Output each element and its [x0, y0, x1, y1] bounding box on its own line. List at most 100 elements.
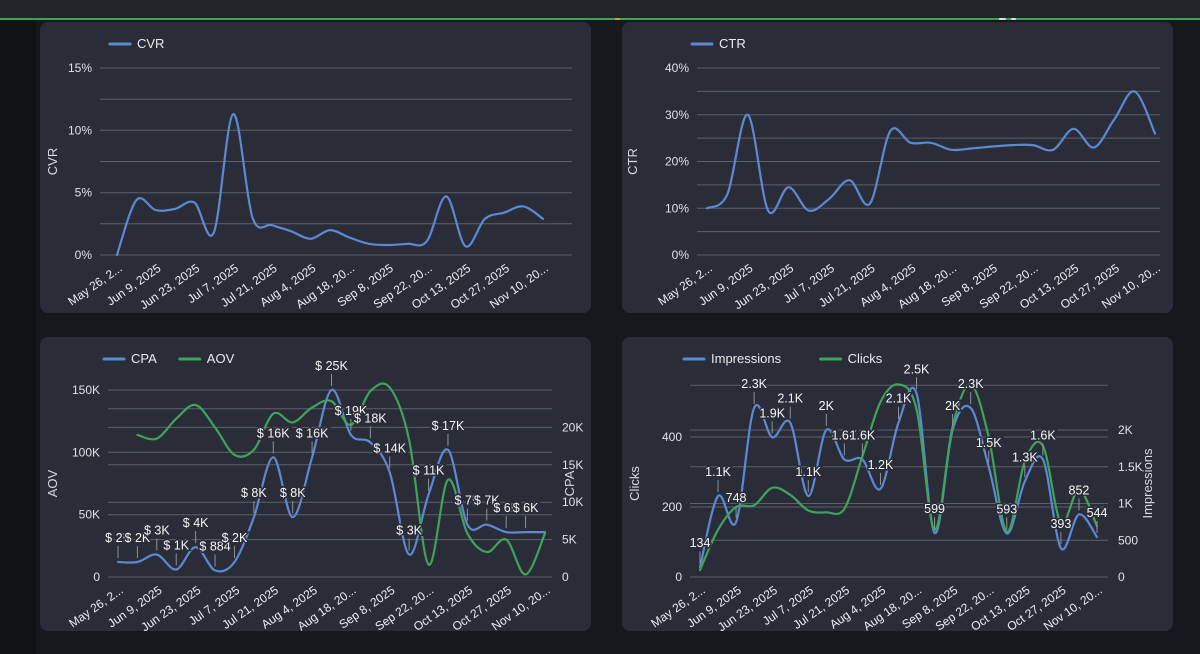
data-label: $ 11K: [413, 464, 445, 478]
data-label: 2.1K: [777, 392, 803, 406]
left-axis-tick: 10%: [68, 123, 92, 137]
data-label: $ 16K: [296, 426, 329, 440]
gridlines: [697, 67, 1160, 256]
legend-label: AOV: [207, 351, 235, 366]
data-label: 1.1K: [795, 465, 821, 479]
accent-line-speck: [999, 18, 1006, 20]
right-axis-tick: 0: [1118, 570, 1125, 584]
legend-item-cpa[interactable]: CPA: [102, 351, 157, 366]
cpa-aov-panel: 0 50K 100K 150K 0 5K 10K 15K 20K AOV CPA May 26, 2.…: [40, 337, 591, 631]
data-label: $ 7K: [474, 494, 500, 508]
data-label: 2K: [819, 399, 835, 413]
legend-label: Clicks: [848, 351, 883, 366]
data-label: 1.6K: [832, 428, 858, 442]
data-label: $ 6K: [493, 501, 519, 515]
legend-label: CPA: [131, 351, 157, 366]
data-label: $ 884: [199, 539, 230, 553]
accent-line-speck: [615, 18, 620, 20]
left-axis-tick: 0: [93, 570, 100, 584]
cpa-line[interactable]: [116, 388, 547, 573]
data-label: $ 19K: [335, 404, 368, 418]
legend-label: CTR: [719, 36, 746, 51]
legend-item-aov[interactable]: AOV: [178, 351, 235, 366]
data-label: 393: [1050, 517, 1071, 531]
left-edge-strip: [0, 20, 36, 654]
data-label: 2.3K: [958, 377, 984, 391]
cvr-panel: 0% 5% 10% 15% CVR May 26, 2... Jun 9, 2025 Jun …: [40, 22, 591, 313]
clicks-line[interactable]: [698, 383, 1099, 572]
impressions-line[interactable]: [698, 386, 1099, 569]
left-axis-tick: 0: [675, 570, 682, 584]
data-label: $ 3K: [144, 524, 170, 538]
right-axis-tick: 0: [562, 570, 569, 584]
data-label: 2.5K: [904, 362, 930, 376]
right-axis-tick: 1.5K: [1118, 460, 1143, 474]
left-axis-title: CVR: [45, 148, 60, 175]
data-label: $ 16K: [257, 426, 290, 440]
left-axis-tick: 50K: [79, 508, 100, 522]
right-axis-tick: 1K: [1118, 497, 1133, 511]
ctr-line[interactable]: [705, 90, 1157, 215]
right-axis-tick: 500: [1118, 533, 1138, 547]
data-label: $ 4K: [183, 516, 209, 530]
legend-item-impressions[interactable]: Impressions: [682, 351, 782, 366]
data-label: 852: [1069, 483, 1090, 497]
left-axis-tick: 100K: [72, 445, 100, 459]
data-label: 544: [1087, 506, 1108, 520]
accent-line-speck: [1011, 18, 1016, 20]
left-axis-title: CTR: [625, 148, 640, 175]
left-axis-tick: 0%: [672, 248, 690, 262]
impr-clicks-panel: 0 200 400 0 500 1K 1.5K 2K Clicks Impressions May …: [622, 337, 1173, 631]
left-axis-tick: 10%: [665, 201, 689, 215]
right-axis-title: CPA: [562, 470, 577, 496]
data-label: 748: [726, 491, 747, 505]
left-axis-title: AOV: [45, 469, 60, 497]
left-axis-tick: 30%: [665, 108, 689, 122]
data-label: 2.1K: [886, 392, 912, 406]
right-axis-tick: 20K: [562, 420, 583, 434]
data-label: 599: [924, 502, 945, 516]
data-label: $ 2K: [222, 531, 248, 545]
impressions-data-labels: 1341.1K7482.3K1.9K2.1K1.1K2K1.6K1.6K1.2K…: [688, 361, 1109, 564]
legend-item-clicks[interactable]: Clicks: [819, 351, 883, 366]
right-axis-tick: 5K: [562, 533, 577, 547]
data-label: 134: [690, 536, 711, 550]
data-label: 593: [996, 502, 1017, 516]
data-label: 1.6K: [1030, 428, 1056, 442]
right-axis-tick: 15K: [562, 458, 583, 472]
data-label: $ 8K: [280, 486, 306, 500]
data-label: $ 2K: [105, 531, 131, 545]
left-axis-tick: 150K: [72, 383, 100, 397]
data-label: $ 6K: [513, 501, 539, 515]
data-label: $ 18K: [354, 411, 387, 425]
accent-progress-line: [0, 18, 1200, 20]
data-label: $ 2K: [125, 531, 151, 545]
left-axis-tick: 20%: [665, 155, 689, 169]
data-label: 1.9K: [759, 406, 785, 420]
right-axis-tick: 2K: [1118, 423, 1133, 437]
left-axis-tick: 15%: [68, 61, 92, 75]
legend-label: Impressions: [711, 351, 782, 366]
legend-item-cvr[interactable]: CVR: [108, 36, 164, 51]
data-label: 2.3K: [741, 377, 767, 391]
legend-item-ctr[interactable]: CTR: [690, 36, 746, 51]
right-axis-title: Impressions: [1140, 448, 1155, 519]
top-bar: [0, 0, 1200, 18]
legend-label: CVR: [137, 36, 164, 51]
data-label: 2K: [945, 399, 961, 413]
right-axis-tick: 10K: [562, 495, 583, 509]
cvr-line[interactable]: [115, 112, 545, 257]
cpa-data-labels: $ 2K$ 2K$ 3K$ 1K$ 4K$ 884$ 2K$ 8K$ 16K$ …: [104, 358, 541, 567]
data-label: $ 1K: [163, 539, 189, 553]
data-label: 1.2K: [868, 458, 894, 472]
data-label: $ 25K: [315, 359, 348, 373]
left-axis-tick: 40%: [665, 61, 689, 75]
data-label: $ 3K: [396, 524, 422, 538]
left-axis-tick: 400: [662, 430, 682, 444]
gridlines: [690, 384, 1108, 578]
